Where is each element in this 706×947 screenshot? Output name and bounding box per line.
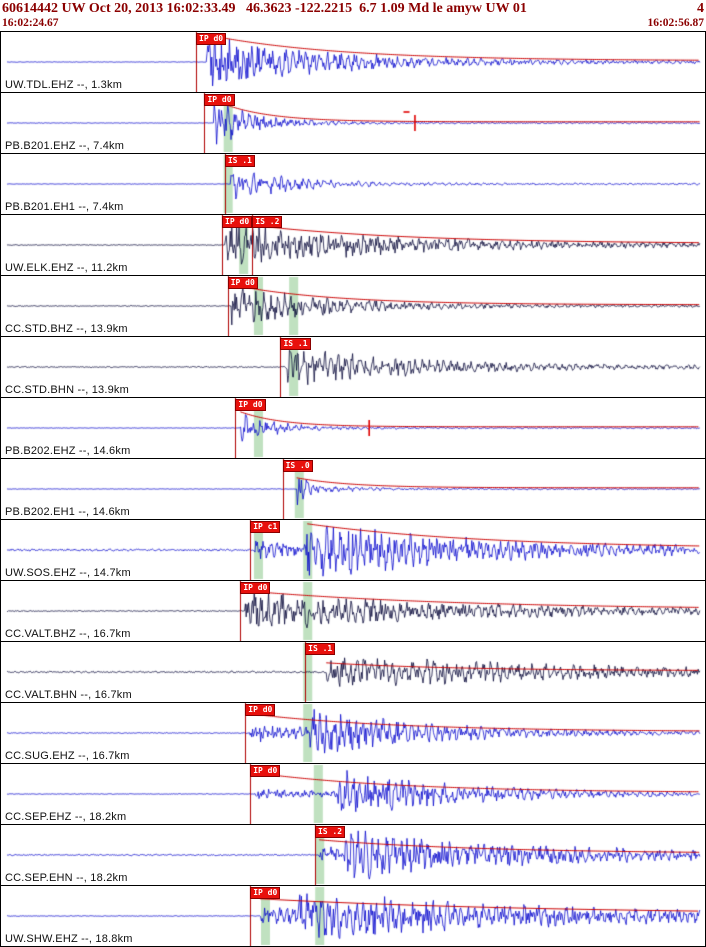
trace-row: CC.VALT.BHN --, 16.7km IS .1	[1, 642, 705, 703]
header-right-fragment: 4	[697, 1, 704, 16]
pick-flag[interactable]: IS .0	[282, 460, 313, 472]
waveform-canvas[interactable]	[1, 276, 705, 336]
pick-flag[interactable]: IP d0	[222, 216, 253, 228]
pick-flag[interactable]: IS .1	[305, 643, 336, 655]
trace-row: PB.B201.EH1 --, 7.4km IS .1	[1, 154, 705, 215]
pick-flag[interactable]: IS .2	[314, 826, 346, 838]
trace-row: UW.SHW.EHZ --, 18.8km IP d0	[1, 886, 705, 947]
pick-flag[interactable]: IS .1	[224, 155, 255, 167]
pick-flag[interactable]: IP d0	[235, 399, 266, 411]
window-start-time: 16:02:24.67	[2, 17, 59, 29]
trace-row: CC.SUG.EHZ --, 16.7km IP d0	[1, 703, 705, 764]
pick-flag[interactable]: IP d0	[227, 277, 258, 289]
waveform-canvas[interactable]	[1, 764, 705, 824]
waveform-canvas[interactable]	[1, 32, 705, 92]
trace-row: CC.VALT.BHZ --, 16.7km IP d0	[1, 581, 705, 642]
pick-flag[interactable]: IP d0	[196, 33, 227, 45]
time-bar: 16:02:24.67 16:02:56.87	[0, 17, 706, 31]
trace-row: PB.B202.EH1 --, 14.6km IS .0	[1, 459, 705, 520]
event-summary: 60614442 UW Oct 20, 2013 16:02:33.49 46.…	[2, 1, 527, 16]
trace-row: PB.B202.EHZ --, 14.6km IP d0	[1, 398, 705, 459]
waveform-canvas[interactable]	[1, 93, 705, 153]
waveform-canvas[interactable]	[1, 886, 705, 946]
pick-flag[interactable]: IP c1	[250, 521, 281, 533]
waveform-canvas[interactable]	[1, 215, 705, 275]
trace-row: UW.TDL.EHZ --, 1.3km IP d0	[1, 32, 705, 93]
trace-row: UW.SOS.EHZ --, 14.7km IP c1	[1, 520, 705, 581]
pick-flag[interactable]: IP d0	[250, 887, 281, 899]
trace-row: UW.ELK.EHZ --, 11.2km IP d0 IS .2	[1, 215, 705, 276]
trace-row: CC.STD.BHN --, 13.9km IS .1	[1, 337, 705, 398]
pick-flag[interactable]: IP d0	[250, 765, 281, 777]
trace-list: UW.TDL.EHZ --, 1.3km IP d0 PB.B201.EHZ -…	[0, 31, 706, 947]
trace-row: CC.STD.BHZ --, 13.9km IP d0	[1, 276, 705, 337]
waveform-canvas[interactable]	[1, 825, 705, 885]
waveform-canvas[interactable]	[1, 337, 705, 397]
trace-row: CC.SEP.EHN --, 18.2km IS .2	[1, 825, 705, 886]
pick-flag[interactable]: IS .2	[252, 216, 283, 228]
trace-row: CC.SEP.EHZ --, 18.2km IP d0	[1, 764, 705, 825]
waveform-canvas[interactable]	[1, 581, 705, 641]
pick-flag[interactable]: IP d0	[204, 94, 235, 106]
waveform-canvas[interactable]	[1, 642, 705, 702]
event-header: 60614442 UW Oct 20, 2013 16:02:33.49 46.…	[0, 0, 706, 17]
waveform-canvas[interactable]	[1, 154, 705, 214]
window-end-time: 16:02:56.87	[647, 17, 704, 29]
pick-flag[interactable]: IP d0	[245, 704, 276, 716]
waveform-canvas[interactable]	[1, 459, 705, 519]
waveform-canvas[interactable]	[1, 520, 705, 580]
pick-flag[interactable]: IP d0	[240, 582, 271, 594]
trace-row: PB.B201.EHZ --, 7.4km IP d0	[1, 93, 705, 154]
waveform-canvas[interactable]	[1, 703, 705, 763]
waveform-canvas[interactable]	[1, 398, 705, 458]
pick-flag[interactable]: IS .1	[280, 338, 311, 350]
